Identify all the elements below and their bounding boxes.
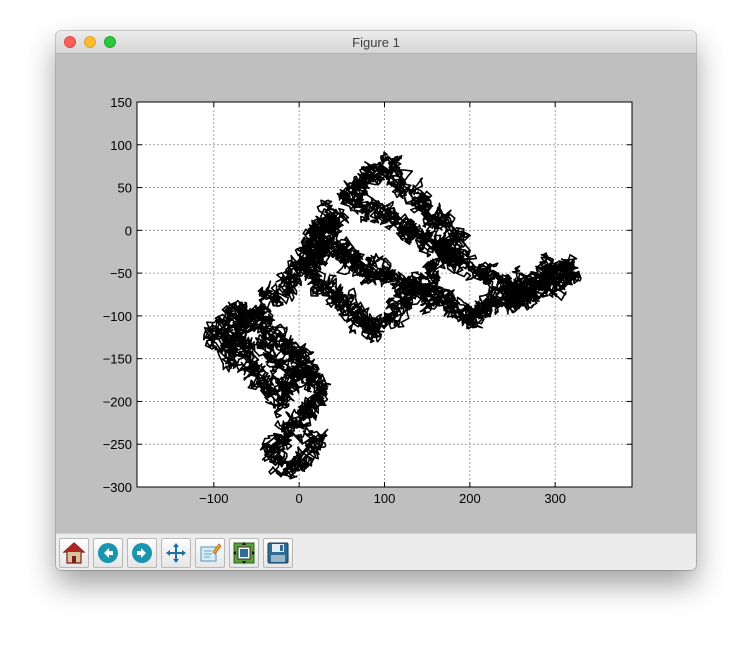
y-tick-label: 50 bbox=[118, 181, 132, 196]
y-tick-label: −300 bbox=[103, 480, 132, 495]
y-tick-label: −50 bbox=[110, 266, 132, 281]
y-tick-label: 150 bbox=[110, 95, 132, 110]
plot-svg: −100 0 100 200 300 150 100 50 0 −50 −100 −150 −200 −2… bbox=[103, 95, 633, 506]
pan-button[interactable] bbox=[161, 538, 191, 568]
figure-window: Figure 1 −100 0 100 200 300 150 100 50 0 −50 −100−… bbox=[56, 31, 696, 570]
y-tick-label: −250 bbox=[103, 437, 132, 452]
zoom-rectangle-icon bbox=[200, 543, 222, 562]
minimize-button[interactable] bbox=[84, 36, 96, 48]
x-tick-label: 300 bbox=[544, 491, 566, 506]
y-tick-label: 0 bbox=[125, 223, 132, 238]
home-button[interactable] bbox=[59, 538, 89, 568]
forward-arrow-icon bbox=[132, 543, 152, 563]
y-tick-label: 100 bbox=[110, 138, 132, 153]
floppy-disk-icon bbox=[267, 542, 289, 564]
y-tick-label: −200 bbox=[103, 394, 132, 409]
zoom-button[interactable] bbox=[195, 538, 225, 568]
back-button[interactable] bbox=[93, 538, 123, 568]
title-bar[interactable]: Figure 1 bbox=[56, 31, 696, 54]
navigation-toolbar bbox=[56, 533, 696, 570]
y-tick-label: −100 bbox=[103, 309, 132, 324]
close-button[interactable] bbox=[64, 36, 76, 48]
figure-canvas[interactable]: −100 0 100 200 300 150 100 50 0 −50 −100 −150 −200 −2… bbox=[56, 54, 696, 533]
x-tick-label: 100 bbox=[374, 491, 396, 506]
series-line bbox=[203, 151, 582, 480]
forward-button[interactable] bbox=[127, 538, 157, 568]
x-tick-label: 0 bbox=[296, 491, 303, 506]
move-arrows-icon bbox=[166, 543, 186, 563]
y-tick-label: −150 bbox=[103, 352, 132, 367]
x-tick-label: −100 bbox=[199, 491, 228, 506]
random-walk-series bbox=[203, 151, 582, 480]
axis-ticks: −100 0 100 200 300 150 100 50 0 −50 −100 −150 −200 −2… bbox=[103, 95, 632, 506]
home-icon bbox=[62, 542, 86, 564]
zoom-window-button[interactable] bbox=[104, 36, 116, 48]
window-title: Figure 1 bbox=[352, 35, 400, 50]
back-arrow-icon bbox=[98, 543, 118, 563]
subplots-button[interactable] bbox=[229, 538, 259, 568]
save-button[interactable] bbox=[263, 538, 293, 568]
subplots-configure-icon bbox=[233, 542, 255, 564]
x-tick-label: 200 bbox=[459, 491, 481, 506]
